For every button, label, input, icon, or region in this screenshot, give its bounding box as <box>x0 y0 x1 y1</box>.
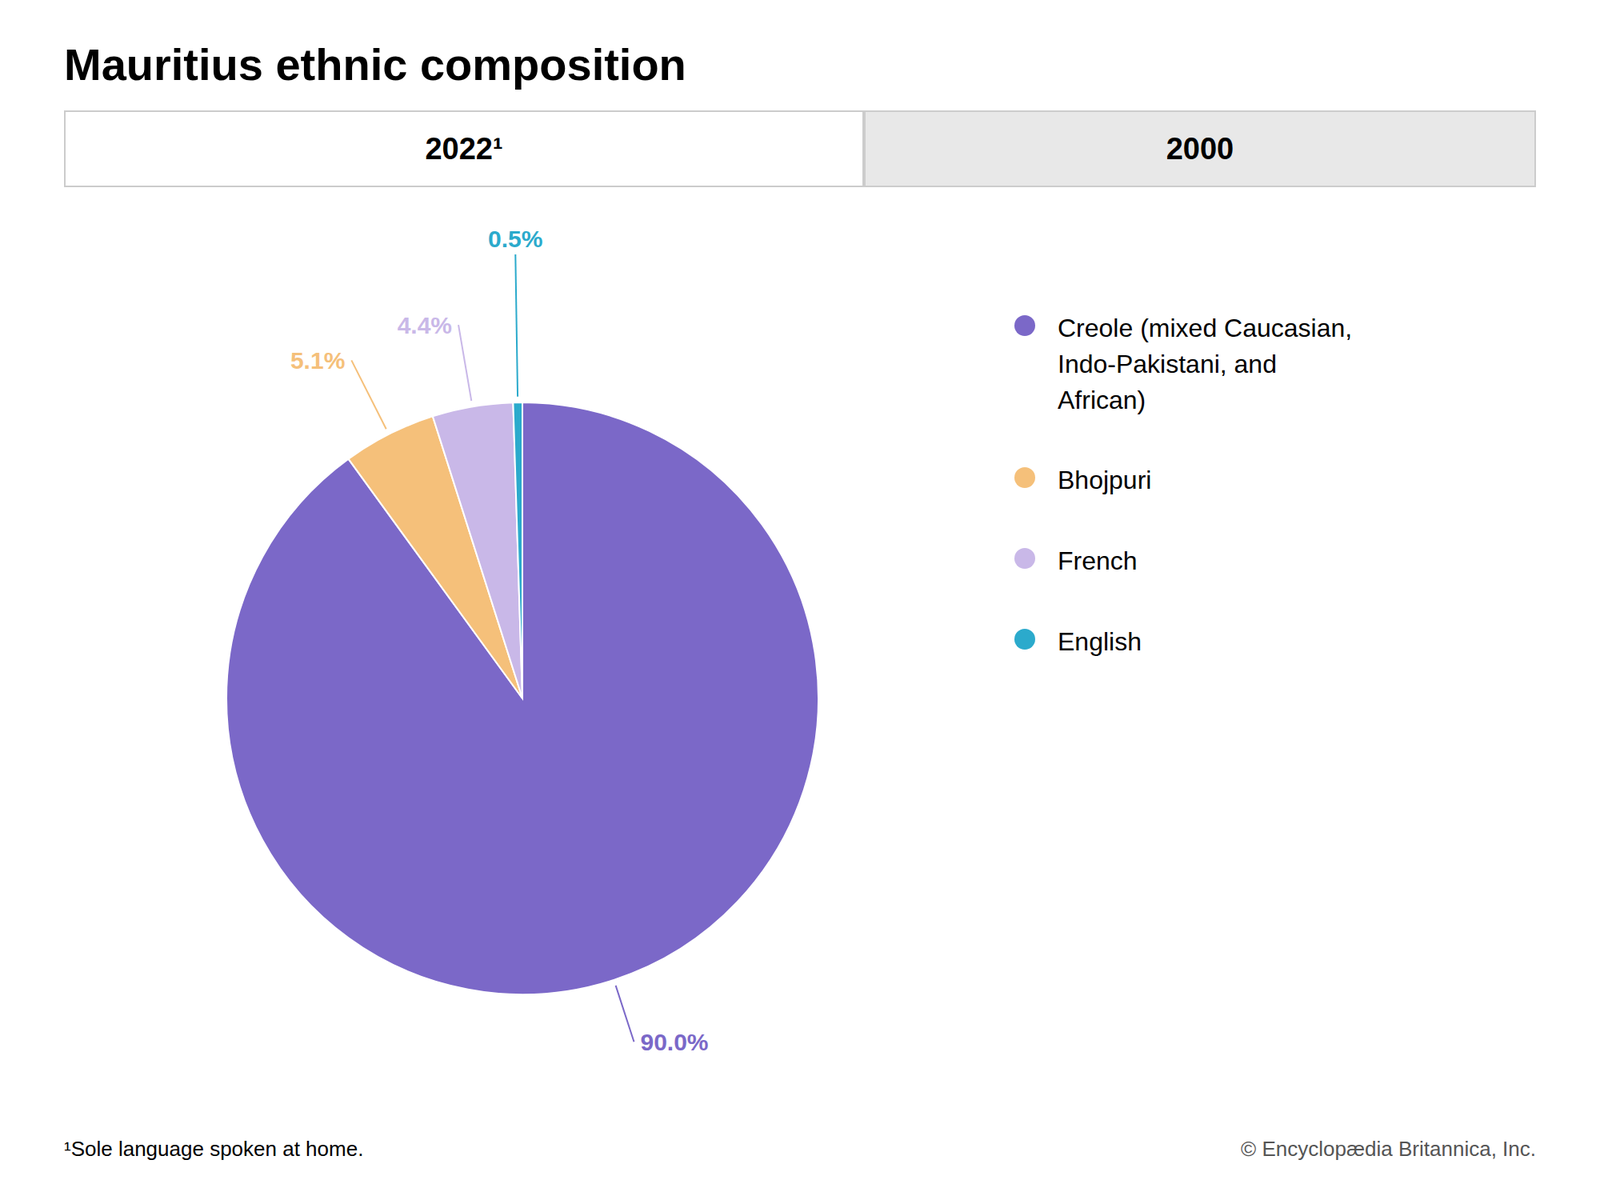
svg-text:5.1%: 5.1% <box>290 347 345 374</box>
svg-text:0.5%: 0.5% <box>488 225 543 252</box>
svg-text:90.0%: 90.0% <box>640 1028 708 1056</box>
html-text:Creole (mixed Caucasian, Indo-: Creole (mixed Caucasian, Indo-Pakistani,… <box>1057 313 1353 415</box>
html-text:Mauritius ethnic composition: Mauritius ethnic composition <box>64 39 687 90</box>
html-text:English: English <box>1057 627 1142 656</box>
html-text:2000: 2000 <box>1166 131 1234 166</box>
html-text:Bhojpuri: Bhojpuri <box>1057 465 1152 495</box>
html-text:© Encyclopædia Britannica, Inc: © Encyclopædia Britannica, Inc. <box>1240 1136 1536 1161</box>
html-text:¹Sole language spoken at home.: ¹Sole language spoken at home. <box>64 1136 364 1161</box>
html-text:2022¹: 2022¹ <box>425 131 503 166</box>
html-text:French: French <box>1057 546 1138 576</box>
svg-text:4.4%: 4.4% <box>397 312 452 339</box>
